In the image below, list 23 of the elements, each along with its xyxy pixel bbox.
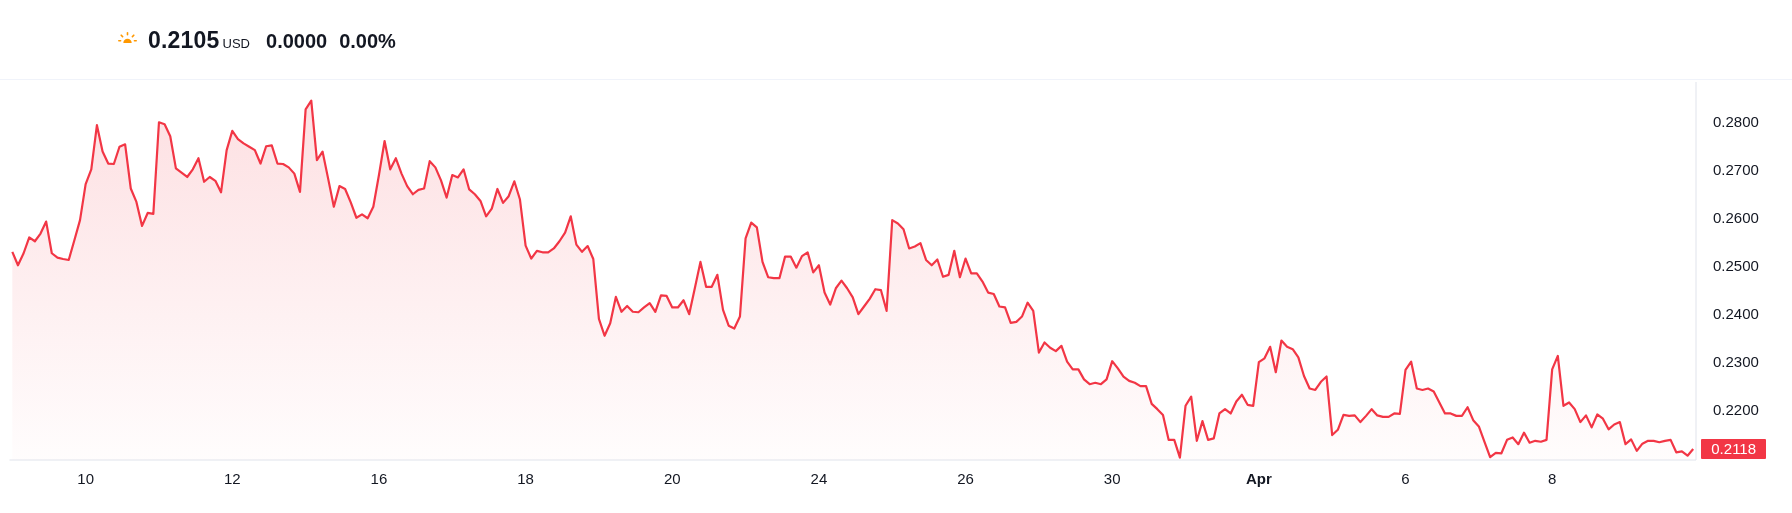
y-tick-label: 0.2400	[1713, 305, 1759, 323]
data-label: 0.2118	[1701, 438, 1767, 459]
y-tick-label: 0.2600	[1713, 209, 1759, 227]
x-tick-label: 26	[957, 469, 974, 487]
y-tick-label: 0.2500	[1713, 257, 1759, 275]
x-tick-label: 10	[77, 469, 94, 487]
y-tick-label: 0.2700	[1713, 161, 1759, 179]
x-tick-label: 12	[223, 469, 241, 487]
x-tick-label: 16	[370, 469, 388, 487]
y-tick-label: 0.2300	[1713, 352, 1759, 370]
text: USD	[222, 35, 251, 51]
x-tick-label: 6	[1401, 469, 1410, 487]
y-tick-label: 0.2800	[1713, 113, 1759, 131]
chart-title: 0.2105	[148, 26, 220, 54]
x-tick-label: 20	[663, 469, 681, 487]
text: 0.0000	[266, 29, 328, 53]
text: 0.00%	[339, 29, 396, 53]
x-tick-label: Apr	[1245, 469, 1272, 487]
x-tick-label: 18	[517, 469, 534, 487]
y-tick-label: 0.2200	[1713, 400, 1759, 418]
x-tick-label: 24	[810, 469, 828, 487]
x-tick-label: 8	[1548, 469, 1557, 487]
x-tick-label: 30	[1103, 469, 1121, 487]
